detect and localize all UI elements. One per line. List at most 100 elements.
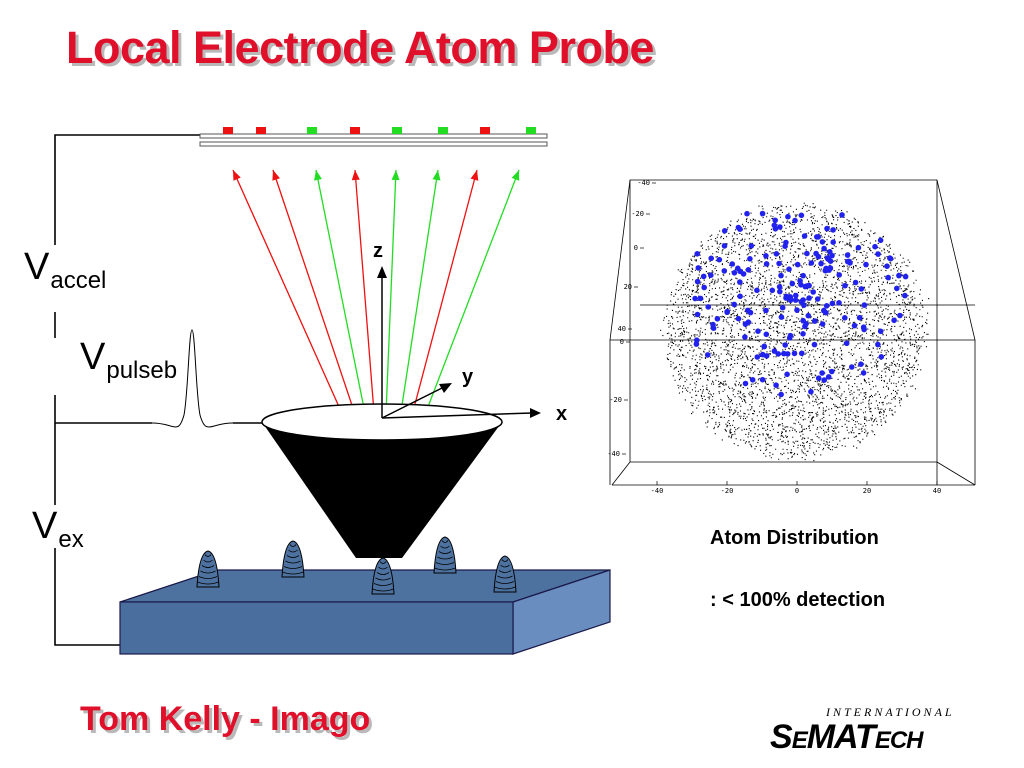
atom-map-tick-label: 0 [620, 338, 624, 346]
solute-atom [701, 284, 707, 291]
solute-atom [798, 350, 805, 357]
detection-caption: : < 100% detection [710, 589, 886, 611]
detector-pixel-green [526, 127, 536, 134]
solute-atom [819, 321, 826, 327]
atom-map-tick-label: -20 [631, 210, 644, 218]
solute-atom [806, 282, 812, 289]
solute-atom [695, 265, 702, 271]
axis-x-label: x [556, 403, 568, 425]
solute-atom [778, 391, 784, 398]
atom-map-points [660, 202, 930, 462]
solute-atom [821, 377, 828, 383]
solute-atom [842, 282, 848, 289]
solute-atom [759, 210, 766, 217]
solute-atom [763, 331, 770, 338]
solute-atom [891, 317, 897, 324]
solute-atom [737, 226, 743, 232]
solute-atom [884, 263, 890, 270]
solute-atom [697, 295, 704, 302]
solute-atom [819, 239, 826, 245]
ion-arrowhead [511, 170, 520, 181]
ion-trajectory-green [315, 169, 371, 439]
solute-atom [814, 234, 820, 240]
solute-atom [710, 321, 716, 328]
solute-atom [877, 237, 884, 244]
solute-atom [823, 303, 830, 309]
solute-atom [794, 261, 801, 268]
solute-atom [818, 260, 824, 267]
solute-atom [793, 292, 799, 299]
solute-atom [800, 297, 806, 303]
detector-pixel-red [223, 127, 233, 134]
solute-atom [783, 295, 789, 301]
solute-atom [800, 272, 806, 279]
solute-atom [761, 343, 767, 350]
atom-map-ticks: -40 -20 0 20 40 0 -20 -40 -40 -20 0 20 40 [607, 179, 941, 495]
solute-atom [829, 252, 835, 259]
atom-map-tick-label: -40 [607, 450, 620, 458]
detector-pixel-red [480, 127, 490, 134]
solute-atom [700, 273, 707, 280]
solute-atom [731, 301, 737, 308]
atom-map-tick-label: -20 [609, 396, 622, 404]
solute-atom [721, 268, 728, 274]
micro-tips [196, 536, 517, 595]
atom-map-tick-label: 0 [634, 244, 638, 252]
solute-atom [694, 311, 701, 318]
voltage-pulse-curve [151, 329, 234, 428]
solute-atom [737, 293, 743, 300]
solute-atom [742, 334, 748, 340]
solute-atom [742, 321, 749, 327]
solute-atom [842, 315, 848, 321]
ion-arrowhead [391, 170, 400, 181]
solute-atom [851, 322, 858, 329]
solute-atom [815, 253, 822, 260]
solute-atom [791, 350, 798, 357]
solute-atom [747, 255, 753, 262]
ion-arrowhead [314, 170, 322, 181]
solute-atom [804, 250, 810, 257]
solute-atom [860, 370, 867, 376]
solute-atom [801, 233, 808, 239]
micro-tip [433, 536, 457, 574]
solute-atom [875, 341, 881, 348]
solute-atom [721, 243, 728, 249]
solute-atom [844, 252, 851, 258]
ion-trajectory-red [232, 169, 354, 439]
atom-map-tick-label: -40 [651, 487, 664, 495]
ion-trajectory-red [354, 169, 377, 439]
solute-atom [724, 309, 730, 316]
solute-atom [878, 354, 885, 360]
solute-atom [744, 210, 750, 217]
solute-atom [714, 316, 721, 322]
solute-atom [786, 266, 792, 273]
solute-atom [861, 302, 868, 308]
solute-atom [777, 224, 783, 230]
ion-arrowhead [272, 170, 280, 181]
solute-atom [763, 253, 769, 259]
solute-atom [830, 239, 836, 245]
axis-z-label: z [373, 240, 383, 262]
solute-atom [777, 288, 783, 295]
detector-pixel-red [256, 127, 266, 134]
circuit-wires [54, 134, 262, 646]
solute-atom [708, 272, 714, 279]
solute-atom [830, 227, 836, 233]
micro-tip [196, 550, 220, 588]
slide-title: Local Electrode Atom Probe [66, 22, 654, 73]
ion-arrowhead [351, 170, 360, 181]
solute-atom [745, 267, 752, 273]
solute-atom [808, 388, 814, 395]
detector-pixel-red [350, 127, 360, 134]
solute-atom [776, 284, 783, 290]
substrate-block [119, 569, 611, 655]
solute-atom [798, 282, 804, 288]
solute-atom [872, 243, 878, 250]
solute-atom [755, 328, 761, 335]
ion-arrowhead [470, 170, 479, 181]
atom-map-tick-label: 20 [863, 487, 871, 495]
solute-atom [819, 370, 825, 376]
solute-atom [887, 255, 894, 262]
solute-atom [858, 286, 865, 292]
solute-atom [789, 280, 796, 287]
